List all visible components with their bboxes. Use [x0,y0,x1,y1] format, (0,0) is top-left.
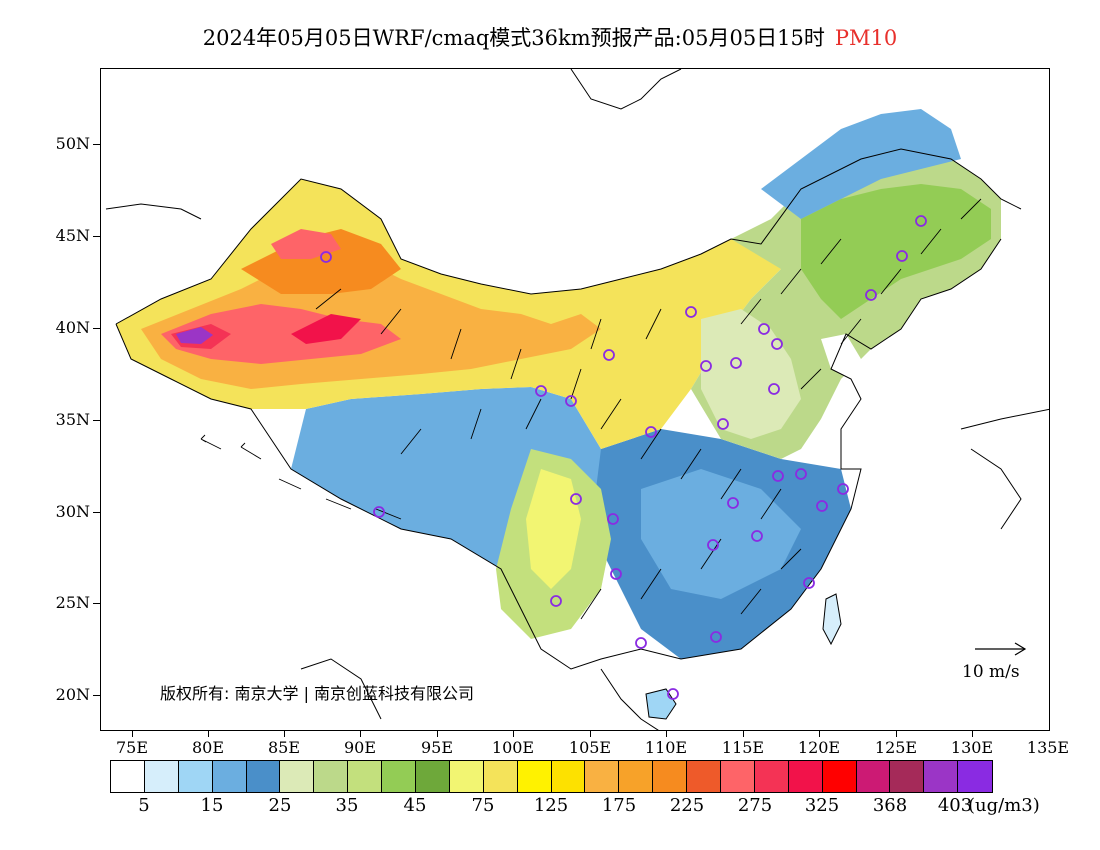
legend-swatch [416,761,450,792]
legend-swatch [348,761,383,792]
station-markers [320,215,927,700]
lat-tick [93,144,100,145]
copyright-text: 版权所有: 南京大学 | 南京创蓝科技有限公司 [160,684,475,703]
legend-label: 368 [872,795,908,816]
legend-swatch [619,761,654,792]
legend-swatch [483,761,518,792]
lat-tick [93,603,100,604]
legend-swatch [551,761,586,792]
legend-label: 45 [403,795,427,816]
lat-label: 30N [55,502,90,521]
legend-swatch [178,761,213,792]
lon-label: 110E [644,738,688,757]
lon-tick [666,731,667,737]
title-text: 2024年05月05日WRF/cmaq模式36km预报产品:05月05日15时 [202,26,825,50]
lon-tick [743,731,744,737]
lon-tick [284,731,285,737]
legend-swatch [144,761,179,792]
legend-swatch [653,761,688,792]
legend-label: 175 [601,795,637,816]
pm10-map [105,69,1049,730]
lon-tick [437,731,438,737]
legend-swatch [212,761,247,792]
legend-swatch [788,761,823,792]
wind-reference-arrow-icon [975,642,1027,656]
legend-swatch [111,761,145,792]
legend-swatch [856,761,891,792]
pollutant-label: PM10 [834,26,898,50]
legend-unit: (ug/m3) [968,795,1040,816]
legend-label: 275 [737,795,773,816]
lat-tick [93,695,100,696]
lat-label: 50N [55,134,90,153]
legend-label: 125 [533,795,569,816]
legend-label: 325 [804,795,840,816]
legend-swatch [924,761,959,792]
legend-swatch [687,761,722,792]
lon-label: 90E [343,738,377,757]
legend-swatch [754,761,789,792]
lon-label: 75E [115,738,149,757]
legend-label: 35 [335,795,359,816]
legend-label: 25 [268,795,292,816]
wind-reference-label: 10 m/s [962,662,1020,682]
legend-swatch [958,761,993,792]
legend-label: 403 [937,795,973,816]
lon-tick [972,731,973,737]
lon-tick [896,731,897,737]
lon-label: 100E [491,738,535,757]
lat-tick [93,236,100,237]
concentration-field [116,69,1049,730]
legend-swatch [246,761,281,792]
legend-swatch [382,761,417,792]
lon-label: 135E [1026,738,1070,757]
lon-tick [590,731,591,737]
legend-swatch [822,761,857,792]
lon-tick [360,731,361,737]
lon-label: 95E [420,738,454,757]
lat-label: 40N [55,318,90,337]
lon-tick [513,731,514,737]
lon-label: 120E [797,738,841,757]
lon-label: 80E [191,738,225,757]
map-frame[interactable] [100,68,1050,731]
map-title: 2024年05月05日WRF/cmaq模式36km预报产品:05月05日15时 P… [0,22,1100,52]
lon-label: 130E [950,738,994,757]
lon-label: 125E [874,738,918,757]
color-legend [110,760,994,793]
legend-swatch [890,761,925,792]
lat-label: 20N [55,685,90,704]
legend-label: 75 [471,795,495,816]
lat-tick [93,512,100,513]
legend-swatch [585,761,620,792]
lon-tick [208,731,209,737]
wind-vectors [200,198,982,620]
legend-swatch [314,761,349,792]
legend-label: 5 [138,795,150,816]
lon-label: 85E [267,738,301,757]
lon-label: 105E [568,738,612,757]
lat-tick [93,328,100,329]
boundaries [105,69,1049,730]
lon-tick [132,731,133,737]
lon-label: 115E [721,738,765,757]
legend-swatch [721,761,755,792]
legend-swatch [449,761,484,792]
legend-label: 225 [669,795,705,816]
legend-swatch [280,761,315,792]
legend-label: 15 [200,795,224,816]
lat-tick [93,420,100,421]
lat-label: 25N [55,593,90,612]
legend-swatch [517,761,552,792]
lon-tick [819,731,820,737]
lat-label: 45N [55,226,90,245]
lat-label: 35N [55,410,90,429]
